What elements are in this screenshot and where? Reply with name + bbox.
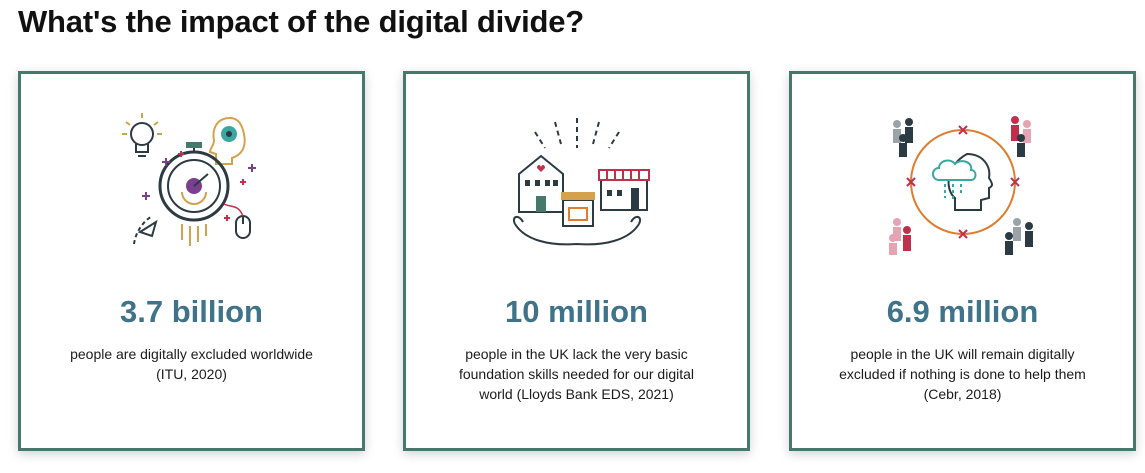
page-title: What's the impact of the digital divide?: [18, 4, 585, 39]
description-line: people are digitally excluded worldwide: [70, 346, 313, 362]
description-line: people in the UK will remain digitally: [850, 346, 1075, 362]
isolated-head-icon: [888, 116, 1033, 255]
stat-card-uk-remaining: 6.9 million people in the UK will remain…: [789, 71, 1136, 451]
community-hands-icon: [512, 118, 650, 246]
stat-description: people in the UK lack the very basic fou…: [436, 344, 717, 404]
stat-description: people in the UK will remain digitally e…: [822, 344, 1103, 404]
people-group: [892, 118, 913, 157]
stat-value: 10 million: [505, 294, 648, 329]
description-line: (Cebr, 2018): [923, 386, 1002, 402]
description-line: excluded if nothing is done to help them: [839, 366, 1086, 382]
stat-value: 6.9 million: [886, 294, 1039, 329]
stat-card-worldwide: 3.7 billion people are digitally exclude…: [18, 71, 365, 451]
stat-value: 3.7 billion: [120, 294, 263, 329]
idea-timer-icon: [121, 113, 256, 246]
description-line: (ITU, 2020): [156, 366, 227, 382]
stat-description: people are digitally excluded worldwide …: [51, 344, 332, 384]
description-line: foundation skills needed for our digital: [458, 366, 695, 382]
description-line: people in the UK lack the very basic: [465, 346, 688, 362]
stat-card-uk-skills: 10 million people in the UK lack the ver…: [403, 71, 750, 451]
description-line: world (Lloyds Bank EDS, 2021): [479, 386, 674, 402]
